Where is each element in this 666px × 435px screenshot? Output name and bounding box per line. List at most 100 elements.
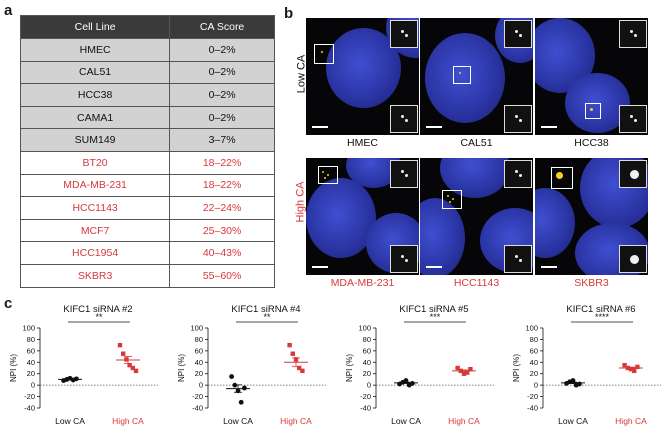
y-tick-label: 20 <box>195 369 203 378</box>
table-row: HCC1143 22–24% <box>19 196 275 220</box>
data-point <box>410 381 415 386</box>
centrosome-dot <box>589 107 593 111</box>
data-point <box>465 370 470 375</box>
centrosome-dot <box>447 195 449 197</box>
inset-spot <box>630 170 639 179</box>
inset-spot <box>519 34 522 37</box>
data-point <box>455 365 460 371</box>
inset-spot <box>519 174 522 177</box>
panel-letter-a: a <box>4 2 13 19</box>
y-tick-label: -20 <box>527 392 538 401</box>
ca-score-value: 18–22% <box>169 150 275 175</box>
data-point <box>290 351 295 356</box>
table-row: CAMA1 0–2% <box>19 105 275 130</box>
data-point <box>461 371 467 376</box>
y-tick-label: -20 <box>360 392 371 401</box>
cell-line-name: CAL51 <box>19 60 171 85</box>
scale-bar <box>541 126 557 128</box>
inset-spot <box>401 170 404 173</box>
centrosome-dot <box>452 198 454 200</box>
data-point <box>229 374 235 379</box>
micrograph-caption: HCC38 <box>574 137 609 149</box>
scale-bar <box>426 126 442 128</box>
y-tick-label: 0 <box>199 381 203 390</box>
x-category-label: Low CA <box>558 416 588 426</box>
header-ca-score: CA Score <box>169 15 275 39</box>
y-tick-label: -40 <box>192 404 203 413</box>
y-tick-label: -20 <box>24 392 35 401</box>
zoom-inset <box>619 160 647 188</box>
ca-score-value: 3–7% <box>169 128 275 152</box>
data-point <box>468 366 473 372</box>
micrograph-caption: CAL51 <box>460 137 493 149</box>
cell-line-name: CAMA1 <box>19 105 171 130</box>
zoom-inset <box>504 245 532 273</box>
centrosome-dot <box>324 177 326 179</box>
data-point <box>300 368 305 374</box>
y-tick-label: 100 <box>190 324 203 333</box>
y-tick-label: 20 <box>27 369 35 378</box>
panel-letter-c: c <box>4 295 13 312</box>
cell-line-name: MDA-MB-231 <box>19 173 171 198</box>
y-tick-label: -40 <box>24 404 35 413</box>
scale-bar <box>312 126 328 128</box>
significance-label: **** <box>595 312 610 322</box>
zoom-box <box>453 66 471 84</box>
micrograph-image <box>306 18 419 135</box>
nucleus-shape <box>306 178 376 258</box>
inset-spot <box>630 115 633 118</box>
zoom-inset <box>390 20 418 48</box>
zoom-box <box>551 167 573 189</box>
x-category-label: Low CA <box>391 416 421 426</box>
zoom-box <box>585 103 601 119</box>
x-category-label: High CA <box>280 416 312 426</box>
ca-score-value: 22–24% <box>169 196 275 220</box>
zoom-inset <box>619 105 647 133</box>
x-category-label: High CA <box>448 416 480 426</box>
micrograph-image <box>535 18 648 135</box>
micrograph-image <box>420 158 533 275</box>
table-row: SUM149 3–7% <box>19 128 275 152</box>
centrosome-dot <box>327 174 329 176</box>
y-tick-label: -40 <box>527 404 538 413</box>
y-tick-label: 100 <box>358 324 371 333</box>
centrosome-dot <box>449 201 451 203</box>
zoom-inset <box>390 105 418 133</box>
y-axis-label: NPI (%) <box>177 354 186 382</box>
table-row: HMEC 0–2% <box>19 38 275 62</box>
ca-score-value: 40–43% <box>169 241 275 265</box>
header-cell-line: Cell Line <box>19 15 171 39</box>
micrograph-image <box>420 18 533 135</box>
inset-spot <box>515 30 518 33</box>
y-tick-label: 60 <box>195 346 203 355</box>
data-point <box>121 351 126 356</box>
scatter-plot: KIFC1 siRNA #4** 100 80 60 40 20 0 -20 -40 NPI (%… <box>177 304 326 426</box>
y-tick-label: 80 <box>363 335 371 344</box>
y-tick-label: 0 <box>534 381 538 390</box>
x-category-label: Low CA <box>55 416 85 426</box>
cell-line-name: MCF7 <box>19 218 171 243</box>
inset-spot <box>405 34 408 37</box>
zoom-box <box>314 44 334 64</box>
zoom-inset <box>390 245 418 273</box>
high-ca-row-label: High CA <box>294 181 307 223</box>
data-point <box>238 399 244 405</box>
inset-spot <box>405 259 408 262</box>
x-category-label: High CA <box>615 416 647 426</box>
table-row: CAL51 0–2% <box>19 60 275 85</box>
y-tick-label: 0 <box>367 381 371 390</box>
data-point <box>127 362 132 368</box>
data-point <box>577 381 582 387</box>
data-point <box>632 368 637 374</box>
data-point <box>297 365 302 371</box>
inset-spot <box>630 255 639 264</box>
y-tick-label: 20 <box>530 369 538 378</box>
data-point <box>130 365 135 371</box>
micrograph-caption: SKBR3 <box>574 277 609 289</box>
x-category-label: Low CA <box>223 416 253 426</box>
y-tick-label: 80 <box>530 335 538 344</box>
y-axis-label: NPI (%) <box>512 354 521 382</box>
centrosome-dot <box>555 171 563 179</box>
y-tick-label: 80 <box>195 335 203 344</box>
centrosome-dot <box>459 72 461 74</box>
